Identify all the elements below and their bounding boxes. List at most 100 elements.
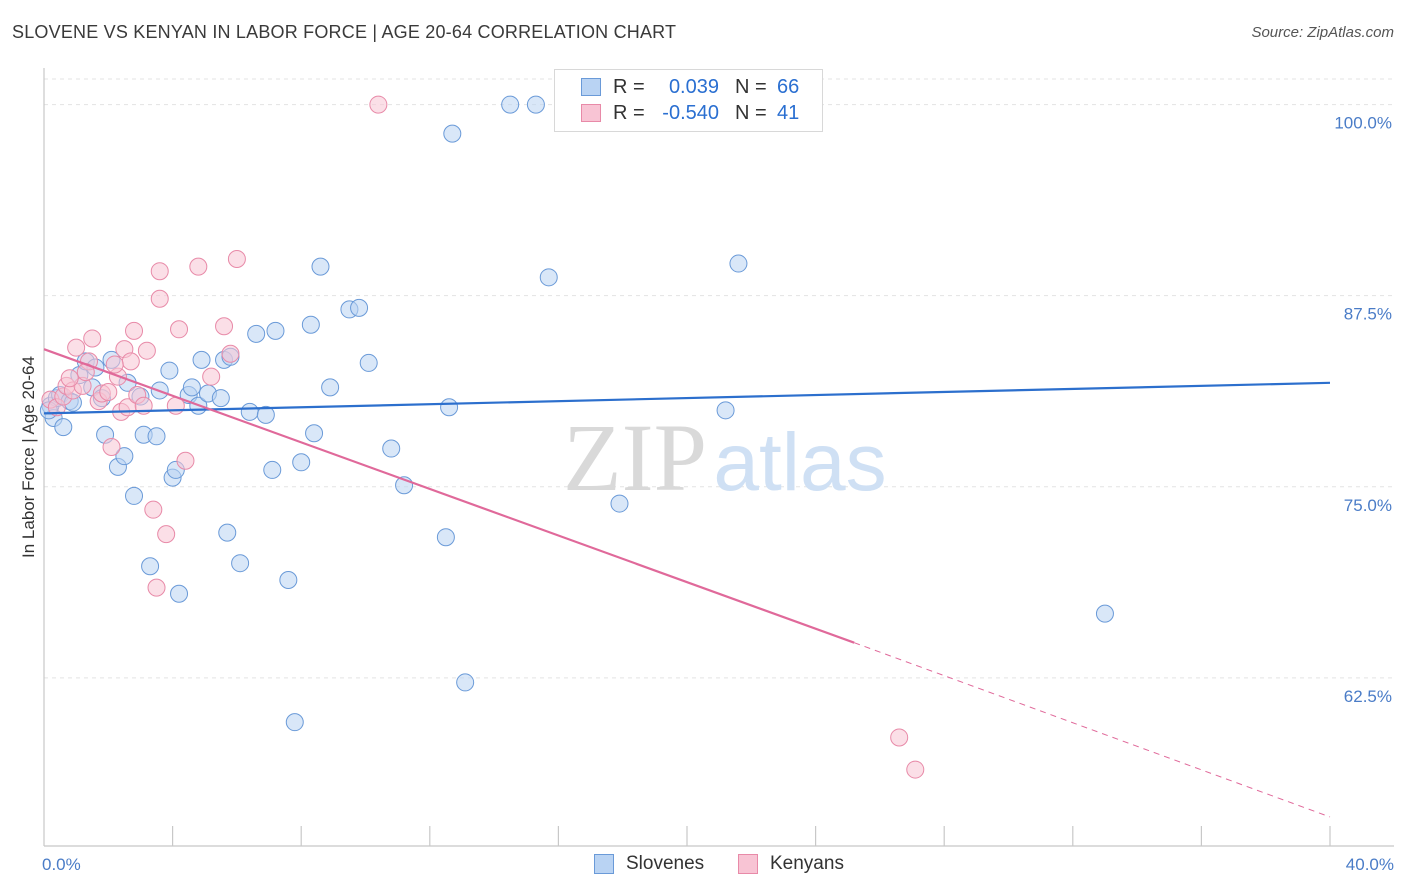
slovenes-point [266, 321, 285, 340]
kenyans-point [137, 341, 156, 360]
slovenes-point [125, 486, 144, 505]
kenyans-point [170, 320, 189, 339]
slovenes-point [231, 554, 250, 573]
x-tick-label: 0.0% [42, 855, 81, 874]
slovenes-point [247, 324, 266, 343]
chart-title: SLOVENE VS KENYAN IN LABOR FORCE | AGE 2… [12, 22, 677, 42]
slovenes-point [350, 298, 369, 317]
slovenes-point [263, 460, 282, 479]
slovenes-point [256, 405, 275, 424]
kenyans-point [221, 344, 240, 363]
kenyans-point [102, 438, 121, 457]
slovenes-point [218, 523, 237, 542]
watermark: ZIP atlas [563, 404, 887, 511]
kenyans-point [227, 249, 246, 268]
slovenes-point [285, 713, 304, 732]
y-tick-label: 62.5% [1344, 687, 1392, 706]
r-label: R = [613, 76, 645, 98]
slovenes-point [321, 378, 340, 397]
kenyans-point [150, 262, 169, 281]
kenyans-point [144, 500, 163, 519]
slovenes-point [115, 447, 134, 466]
tick-labels: 100.0% 87.5% 75.0% 62.5% 0.0% 40.0% [42, 114, 1394, 874]
slovenes-point [240, 402, 259, 421]
slovenes-point [526, 95, 545, 114]
kenyans-point [147, 578, 166, 597]
slovenes-swatch [581, 78, 601, 96]
x-tick-label: 40.0% [1346, 855, 1394, 874]
y-tick-label: 87.5% [1344, 305, 1392, 324]
slovenes-point [192, 350, 211, 369]
kenyans-point [906, 760, 925, 779]
trend-layer [43, 348, 1331, 818]
kenyans-point [121, 352, 140, 371]
kenyans-point [99, 382, 118, 401]
stats-legend: R = 0.039 N = 66 R = -0.540 N = 41 [554, 69, 823, 132]
slovenes-point [160, 361, 179, 380]
watermark-atlas: atlas [713, 417, 886, 508]
r-value: -0.540 [662, 102, 719, 124]
n-value: 66 [777, 76, 800, 98]
slovenes-point [182, 378, 201, 397]
slovenes-point [279, 571, 298, 590]
legend-row-slovenes: R = 0.039 N = 66 [555, 75, 822, 101]
kenyans-point [60, 369, 79, 388]
kenyans-point [176, 451, 195, 470]
axes-layer [43, 68, 1394, 847]
kenyans-point [83, 329, 102, 348]
slovenes-point [211, 389, 230, 408]
kenyans-point [150, 289, 169, 308]
kenyans-point [125, 321, 144, 340]
n-label: N = [735, 76, 767, 98]
kenyans-point [890, 728, 909, 747]
slovenes-point [301, 315, 320, 334]
slovenes-point [443, 124, 462, 143]
kenyans-point [215, 317, 234, 336]
slovenes-point [716, 401, 735, 420]
slovenes-point [440, 398, 459, 417]
slovenes-point [1095, 604, 1114, 623]
r-label: R = [613, 102, 645, 124]
legend-label-kenyans: Kenyans [770, 853, 844, 874]
y-tick-label: 75.0% [1344, 496, 1392, 515]
n-label: N = [735, 102, 767, 124]
slovenes-point [292, 453, 311, 472]
slovenes-swatch [594, 854, 614, 874]
slovenes-point [359, 353, 378, 372]
slovenes-point [170, 584, 189, 603]
kenyans-point [157, 525, 176, 544]
kenyans-trend-line [43, 348, 855, 644]
y-tick-label: 100.0% [1334, 114, 1392, 133]
slovenes-point [311, 257, 330, 276]
slovenes-trend-line [43, 381, 1331, 415]
source-credit: Source: ZipAtlas.com [1251, 24, 1394, 41]
y-axis-label: In Labor Force | Age 20-64 [19, 356, 38, 558]
slovenes-point [456, 673, 475, 692]
slovenes-point [141, 557, 160, 576]
slovenes-point [729, 254, 748, 273]
kenyans-point [189, 257, 208, 276]
grid-layer [44, 78, 1394, 679]
legend-label-slovenes: Slovenes [626, 853, 705, 874]
watermark-zip: ZIP [563, 404, 707, 511]
kenyans-trend-line [854, 642, 1331, 818]
points-layer [39, 95, 1114, 779]
slovenes-point [610, 494, 629, 513]
slovenes-point [436, 528, 455, 547]
slovenes-point [305, 424, 324, 443]
kenyans-swatch [738, 854, 758, 874]
n-value: 41 [777, 102, 800, 124]
slovenes-point [147, 427, 166, 446]
kenyans-point [105, 355, 124, 374]
kenyans-point [67, 338, 86, 357]
slovenes-point [539, 268, 558, 287]
slovenes-point [382, 439, 401, 458]
kenyans-swatch [581, 104, 601, 122]
series-legend: Slovenes Kenyans [0, 852, 1406, 878]
r-value: 0.039 [668, 76, 719, 98]
slovenes-point [54, 418, 73, 437]
slovenes-point [501, 95, 520, 114]
legend-row-kenyans: R = -0.540 N = 41 [555, 101, 822, 127]
kenyans-point [202, 367, 221, 386]
